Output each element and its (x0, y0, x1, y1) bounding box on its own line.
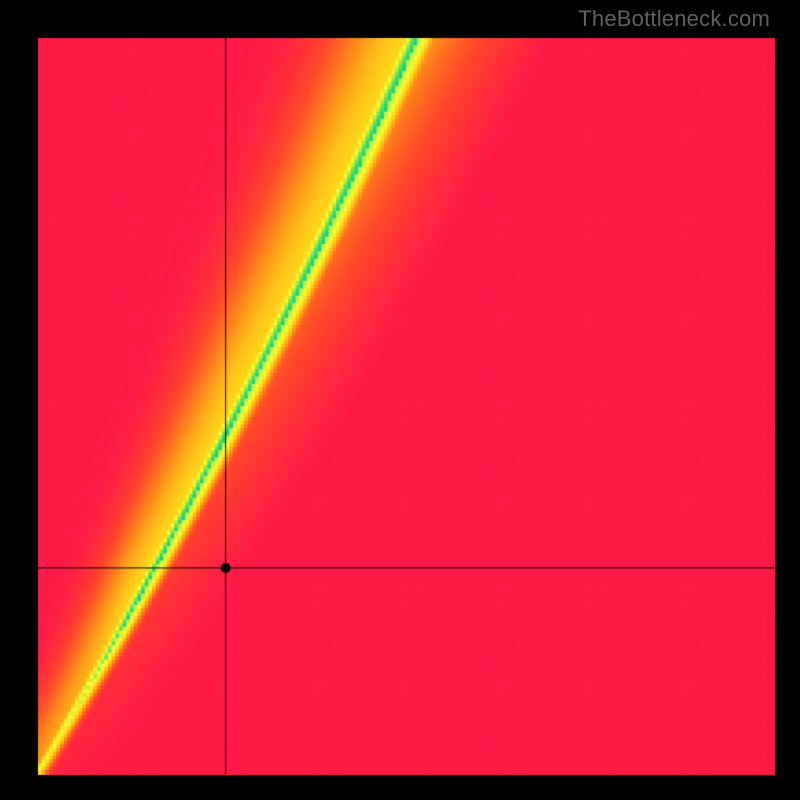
watermark-text: TheBottleneck.com (578, 6, 770, 32)
chart-container: TheBottleneck.com (0, 0, 800, 800)
bottleneck-heatmap (0, 0, 800, 800)
